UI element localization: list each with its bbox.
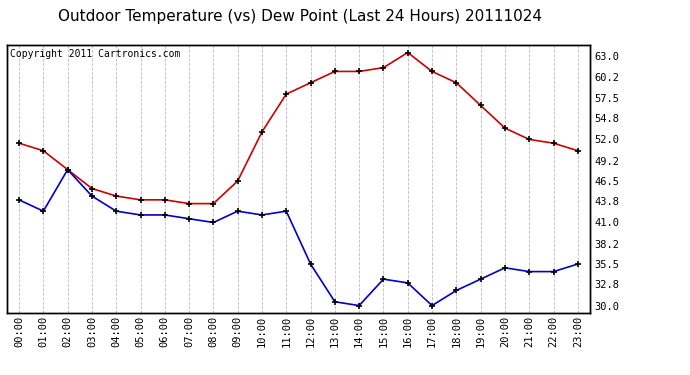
Text: Outdoor Temperature (vs) Dew Point (Last 24 Hours) 20111024: Outdoor Temperature (vs) Dew Point (Last… (58, 9, 542, 24)
Text: Copyright 2011 Cartronics.com: Copyright 2011 Cartronics.com (10, 49, 180, 59)
